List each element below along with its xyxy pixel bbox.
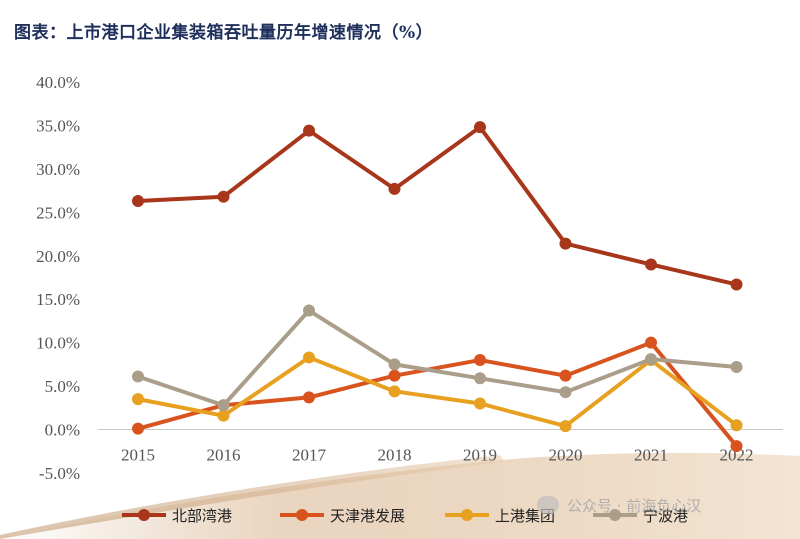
x-tick-label: 2019: [463, 446, 497, 465]
y-tick-label: 15.0%: [36, 290, 80, 309]
y-tick-label: 0.0%: [45, 421, 80, 440]
data-point: [474, 121, 486, 134]
data-point: [303, 304, 315, 317]
data-point: [730, 278, 743, 291]
series-line: [136, 125, 739, 287]
data-point: [132, 393, 144, 406]
legend-label: 宁波港: [643, 507, 688, 525]
data-point: [474, 397, 486, 410]
data-point: [645, 258, 657, 271]
y-tick-label: -5.0%: [39, 464, 80, 483]
data-point: [217, 399, 230, 412]
y-tick-label: 40.0%: [36, 73, 80, 92]
data-point: [388, 182, 401, 195]
axes: -5.0% 0.0% 5.0% 10.0% 15.0% 20.0% 25.0% 30.0% 35…: [36, 73, 783, 483]
x-tick-label: 2022: [720, 446, 754, 465]
legend-item: 天津港发展: [280, 507, 405, 525]
series-lines: [132, 121, 743, 453]
wechat-icon: [537, 496, 559, 514]
data-point: [303, 391, 315, 404]
data-point: [303, 351, 315, 364]
legend-marker: [609, 509, 621, 521]
data-point: [132, 370, 144, 383]
data-point: [388, 369, 401, 382]
data-point: [217, 409, 230, 422]
data-point: [645, 336, 657, 349]
chart-title: 图表：上市港口企业集装箱吞吐量历年增速情况（%）: [14, 23, 434, 43]
data-point: [474, 372, 486, 385]
legend-marker: [138, 509, 150, 521]
y-tick-label: 20.0%: [36, 247, 80, 266]
y-tick-label: 35.0%: [36, 116, 80, 135]
legend-item: 北部湾港: [122, 507, 232, 525]
legend-label: 天津港发展: [330, 507, 405, 525]
legend: 北部湾港 天津港发展 上港集团 宁波港: [122, 507, 688, 525]
x-tick-label: 2017: [292, 446, 327, 465]
x-tick-label: 2015: [121, 446, 155, 465]
data-point: [730, 360, 743, 373]
x-tick-label: 2018: [378, 446, 412, 465]
x-tick-label: 2020: [549, 446, 583, 465]
y-tick-label: 25.0%: [36, 203, 80, 222]
legend-marker: [461, 509, 473, 521]
series-1: [132, 121, 743, 291]
decorative-swoosh: [0, 452, 800, 539]
data-point: [559, 237, 572, 250]
data-point: [132, 422, 144, 435]
data-point: [730, 419, 743, 432]
x-tick-label: 2021: [634, 446, 668, 465]
data-point: [132, 195, 144, 208]
data-point: [559, 369, 572, 382]
series-line: [136, 308, 739, 408]
watermark-text: 公众号 · 前海负心汉: [567, 497, 702, 515]
data-point: [559, 420, 572, 433]
y-tick-label: 5.0%: [45, 377, 80, 396]
data-point: [388, 385, 401, 398]
data-point: [559, 386, 572, 399]
y-tick-label: 30.0%: [36, 160, 80, 179]
legend-marker: [296, 509, 308, 521]
series-3: [132, 351, 743, 433]
data-point: [645, 353, 657, 366]
watermark: 公众号 · 前海负心汉: [537, 495, 701, 516]
data-point: [303, 124, 315, 137]
data-point: [730, 440, 743, 453]
series-4: [132, 304, 743, 412]
data-point: [474, 354, 486, 367]
series-line: [136, 355, 739, 429]
legend-item: 宁波港: [593, 507, 688, 525]
data-point: [217, 190, 230, 203]
data-point: [388, 358, 401, 371]
y-tick-label: 10.0%: [36, 334, 80, 353]
legend-label: 北部湾港: [172, 507, 232, 525]
x-tick-label: 2016: [207, 446, 241, 465]
